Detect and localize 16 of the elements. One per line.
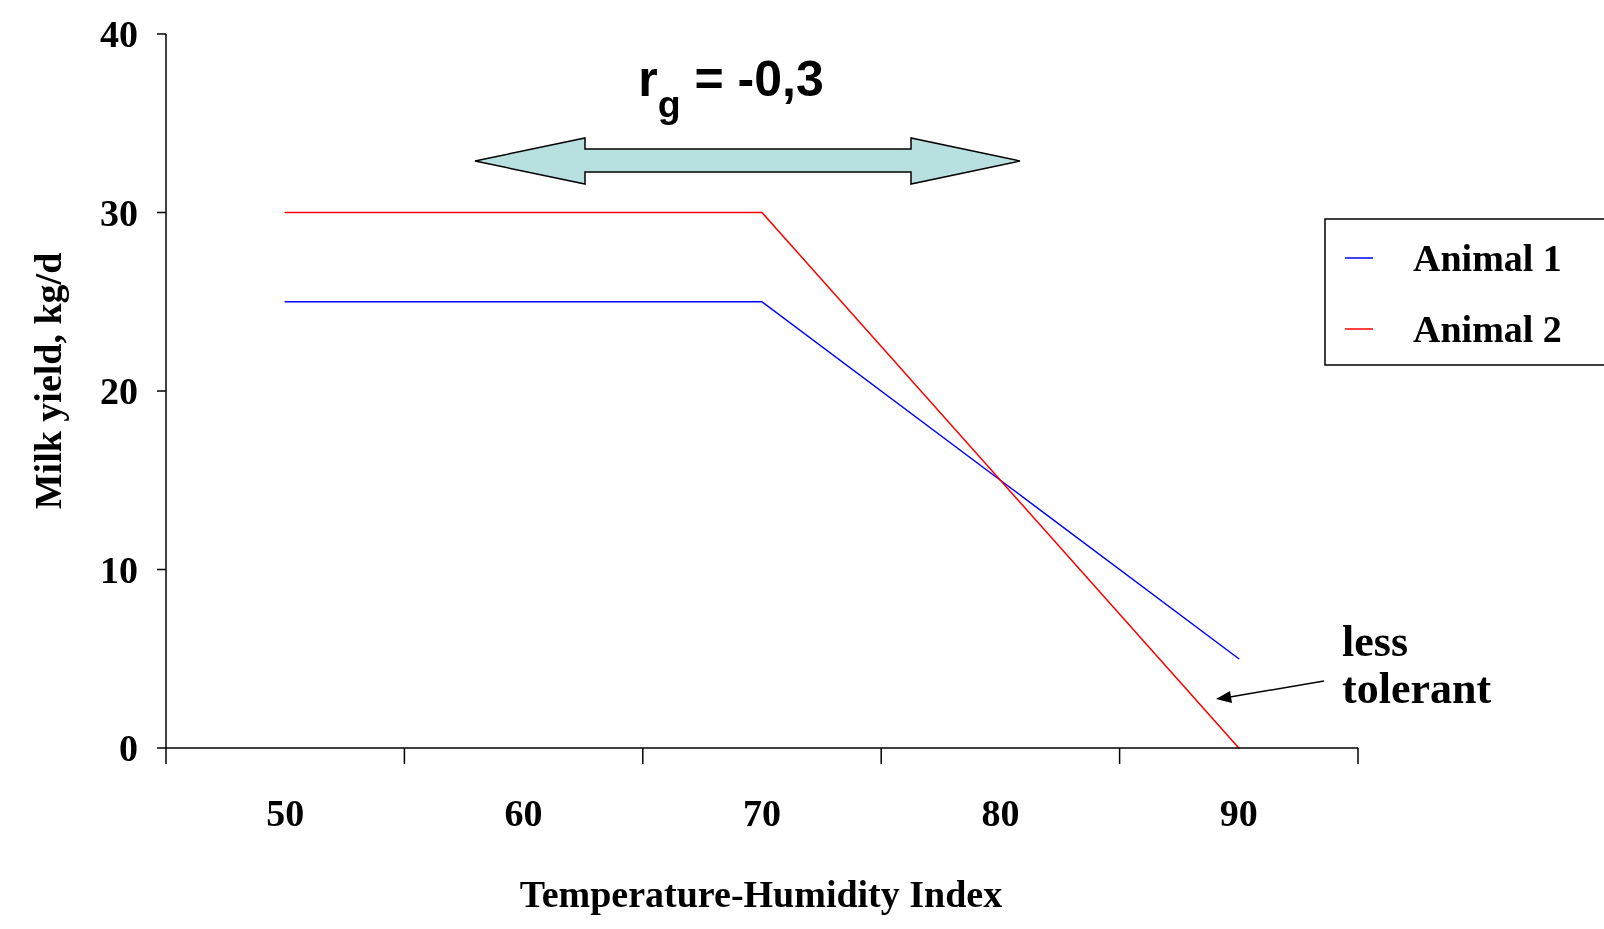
x-tick-label: 50 bbox=[266, 792, 305, 834]
y-tick-label: 40 bbox=[100, 13, 138, 56]
y-tick-label: 30 bbox=[100, 191, 138, 234]
x-axis-title: Temperature-Humidity Index bbox=[519, 873, 1003, 915]
legend-label: Animal 2 bbox=[1413, 308, 1562, 351]
legend-label: Animal 1 bbox=[1413, 237, 1562, 280]
y-axis-title: Milk yield, kg/d bbox=[27, 252, 69, 510]
y-tick-label: 20 bbox=[100, 370, 138, 413]
x-tick-label: 80 bbox=[981, 792, 1020, 834]
x-tick-label: 70 bbox=[743, 792, 781, 834]
y-tick-label: 10 bbox=[100, 548, 138, 591]
x-tick-label: 60 bbox=[504, 792, 543, 834]
annotation: r$_{g}$ = -0,3 bbox=[638, 51, 824, 125]
y-tick-label: 0 bbox=[119, 727, 138, 770]
annotation: less tolerant bbox=[1342, 617, 1492, 713]
x-tick-label: 90 bbox=[1219, 792, 1258, 834]
